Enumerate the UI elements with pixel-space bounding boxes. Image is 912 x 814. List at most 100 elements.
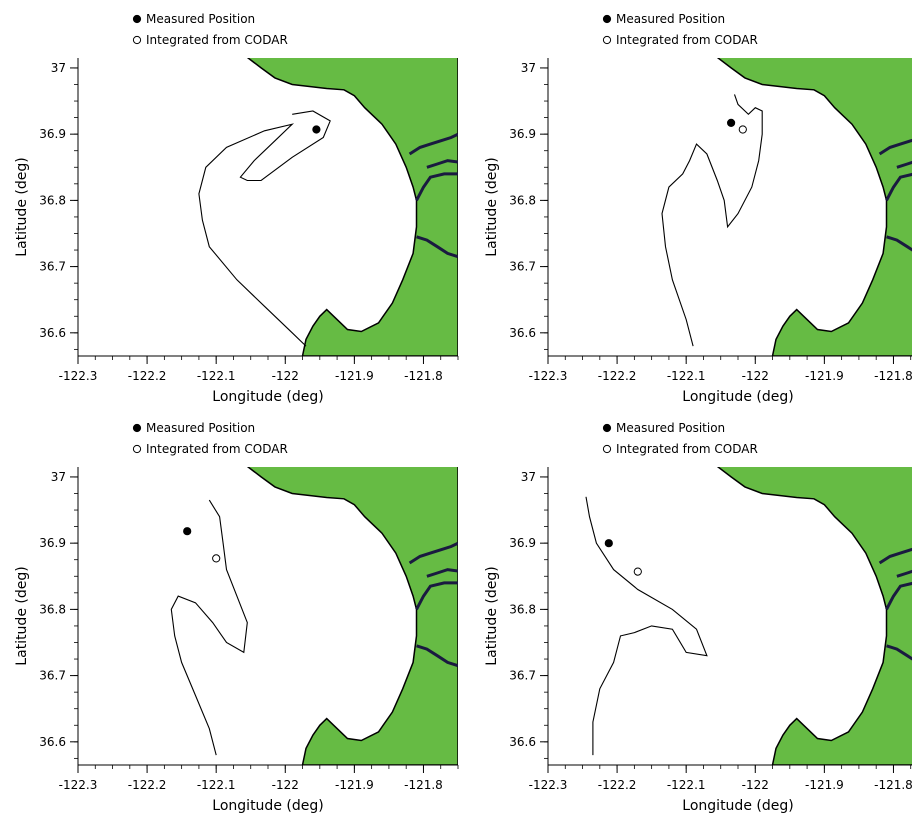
y-tick-label: 36.9 [509,536,536,550]
river-1 [408,132,458,156]
y-tick-label: 37 [521,470,536,484]
x-tick-label: -122.2 [598,778,637,792]
y-tick-label: 36.9 [39,536,66,550]
codar-position-point [738,125,747,134]
x-tick-label: -121.8 [874,369,912,383]
land-mass [716,58,912,356]
patch-curve [170,499,248,756]
x-tick-label: -121.9 [335,778,374,792]
x-tick-label: -121.9 [335,369,374,383]
x-axis-label: Longitude (deg) [212,798,323,814]
x-tick-label: -121.9 [805,778,844,792]
river-4 [886,235,912,252]
y-axis-label: Latitude (deg) [14,157,30,256]
x-tick-label: -121.8 [404,369,443,383]
legend-measured-position: Measured Position [616,421,725,435]
legend-filled-marker [602,14,612,24]
river-4 [416,235,458,259]
river-2 [896,160,912,169]
river-4 [886,644,912,661]
river-2 [896,569,912,578]
river-4 [416,644,458,668]
legend-open-marker [602,444,612,454]
y-tick-label: 36.8 [39,193,66,207]
patch-curve [585,496,708,756]
river-3 [885,581,912,611]
y-tick-label: 36.7 [39,669,66,683]
measured-position-point [727,118,736,128]
plot-area [585,467,912,765]
river-2 [426,159,458,169]
x-tick-label: -122.1 [197,778,236,792]
x-axis-label: Longitude (deg) [682,798,793,814]
river-3 [415,172,458,202]
y-tick-label: 37 [521,61,536,75]
measured-position-point [604,539,613,548]
x-tick-label: -122 [742,778,769,792]
x-tick-label: -122 [742,369,769,383]
legend-measured-position: Measured Position [146,421,255,435]
river-1 [878,547,912,565]
river-1 [878,138,912,156]
x-axis-label: Longitude (deg) [682,389,793,405]
y-tick-label: 36.6 [39,735,66,749]
y-tick-label: 36.6 [39,326,66,340]
x-tick-label: -122.2 [128,778,167,792]
y-tick-label: 36.7 [39,260,66,274]
river-1 [408,541,458,565]
legend-integrated-codar: Integrated from CODAR [146,442,288,456]
y-tick-label: 36.8 [509,602,536,616]
river-3 [415,581,458,611]
land-mass [716,467,912,765]
x-tick-label: -122.2 [598,369,637,383]
y-axis-label: Latitude (deg) [14,566,30,665]
x-tick-label: -121.8 [874,778,912,792]
patch-curve [198,110,331,347]
codar-position-point [633,567,642,576]
y-tick-label: 36.9 [39,127,66,141]
plot-area [170,467,458,765]
x-tick-label: -122.3 [59,369,98,383]
land-mass [246,58,458,356]
legend-open-marker [132,35,142,45]
x-tick-label: -122.3 [529,778,568,792]
x-tick-label: -122 [272,369,299,383]
panel-4: -122.3 -122.2 -122.1 -122 -121.9 -121.8 36.6 36… [484,421,912,814]
legend-filled-marker [132,423,142,433]
x-tick-label: -121.9 [805,369,844,383]
y-tick-label: 36.9 [509,127,536,141]
x-tick-label: -122.1 [667,369,706,383]
codar-position-point [212,554,221,563]
y-tick-label: 37 [51,61,66,75]
x-tick-label: -122.3 [529,369,568,383]
y-tick-label: 36.6 [509,326,536,340]
x-tick-label: -122 [272,778,299,792]
legend-integrated-codar: Integrated from CODAR [146,33,288,47]
y-tick-label: 36.8 [509,193,536,207]
measured-position-point [183,527,192,536]
y-tick-label: 37 [51,470,66,484]
plot-area [661,58,912,356]
legend-filled-marker [132,14,142,24]
y-tick-label: 36.8 [39,602,66,616]
legend-open-marker [602,35,612,45]
patch-curve [661,94,763,347]
x-tick-label: -122.1 [667,778,706,792]
legend-integrated-codar: Integrated from CODAR [616,442,758,456]
legend-measured-position: Measured Position [616,12,725,26]
river-3 [885,172,912,202]
legend-integrated-codar: Integrated from CODAR [616,33,758,47]
panel-1: -122.3 -122.2 -122.1 -122 -121.9 -121.8 36.6 36… [14,12,459,405]
land-mass [246,467,458,765]
legend-filled-marker [602,423,612,433]
x-axis-label: Longitude (deg) [212,389,323,405]
plot-area [198,58,458,356]
x-tick-label: -121.8 [404,778,443,792]
y-axis-label: Latitude (deg) [484,157,500,256]
panel-3: -122.3 -122.2 -122.1 -122 -121.9 -121.8 36.6 36… [14,421,459,814]
x-tick-label: -122.1 [197,369,236,383]
panel-2: -122.3 -122.2 -122.1 -122 -121.9 -121.8 36.6 36… [484,12,912,405]
x-tick-label: -122.2 [128,369,167,383]
y-tick-label: 36.7 [509,669,536,683]
